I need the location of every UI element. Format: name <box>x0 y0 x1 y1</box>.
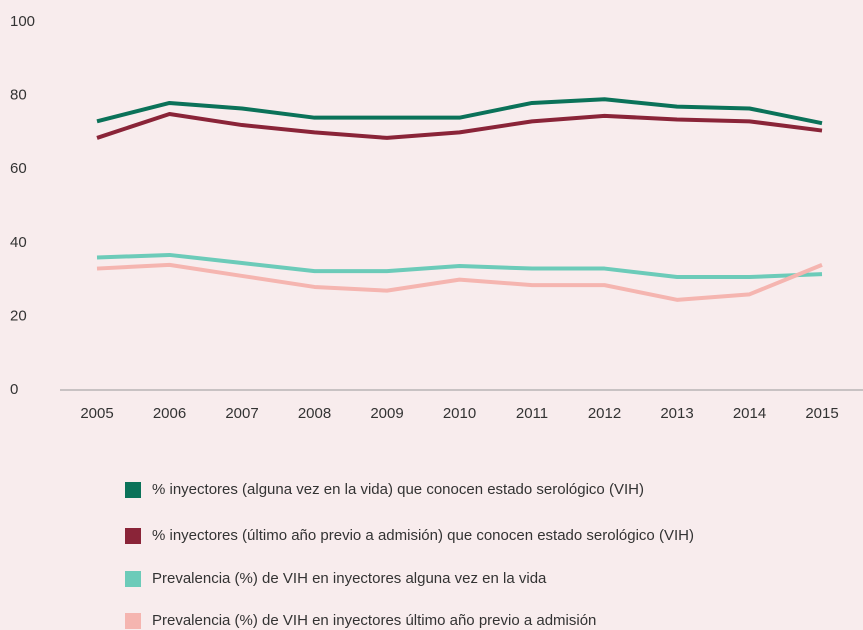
legend-swatch <box>125 528 141 544</box>
x-tick-label: 2010 <box>443 405 476 422</box>
series-line <box>96 262 823 302</box>
y-tick-label: 100 <box>10 13 35 30</box>
legend-label: % inyectores (último año previo a admisi… <box>152 527 694 544</box>
legend-label: Prevalencia (%) de VIH en inyectores alg… <box>152 570 547 587</box>
x-tick-label: 2015 <box>805 405 838 422</box>
legend-label: % inyectores (alguna vez en la vida) que… <box>152 481 644 498</box>
x-tick-label: 2011 <box>516 405 548 422</box>
x-tick-label: 2007 <box>225 405 258 422</box>
legend-swatch <box>125 571 141 587</box>
x-tick-label: 2005 <box>80 405 113 422</box>
x-tick-label: 2006 <box>153 405 186 422</box>
x-tick-label: 2012 <box>588 405 621 422</box>
y-tick-label: 0 <box>10 381 18 398</box>
x-tick-label: 2013 <box>660 405 693 422</box>
y-tick-label: 60 <box>10 160 27 177</box>
legend-swatch <box>125 482 141 498</box>
series-line <box>96 112 823 140</box>
legend-label: Prevalencia (%) de VIH en inyectores últ… <box>152 612 596 629</box>
x-tick-label: 2014 <box>733 405 766 422</box>
series-line <box>96 252 823 280</box>
y-tick-label: 40 <box>10 234 27 251</box>
y-tick-label: 20 <box>10 307 27 324</box>
x-tick-label: 2008 <box>298 405 331 422</box>
x-tick-label: 2009 <box>370 405 403 422</box>
y-tick-label: 80 <box>10 87 27 104</box>
series-line <box>96 97 823 126</box>
legend-swatch <box>125 613 141 629</box>
